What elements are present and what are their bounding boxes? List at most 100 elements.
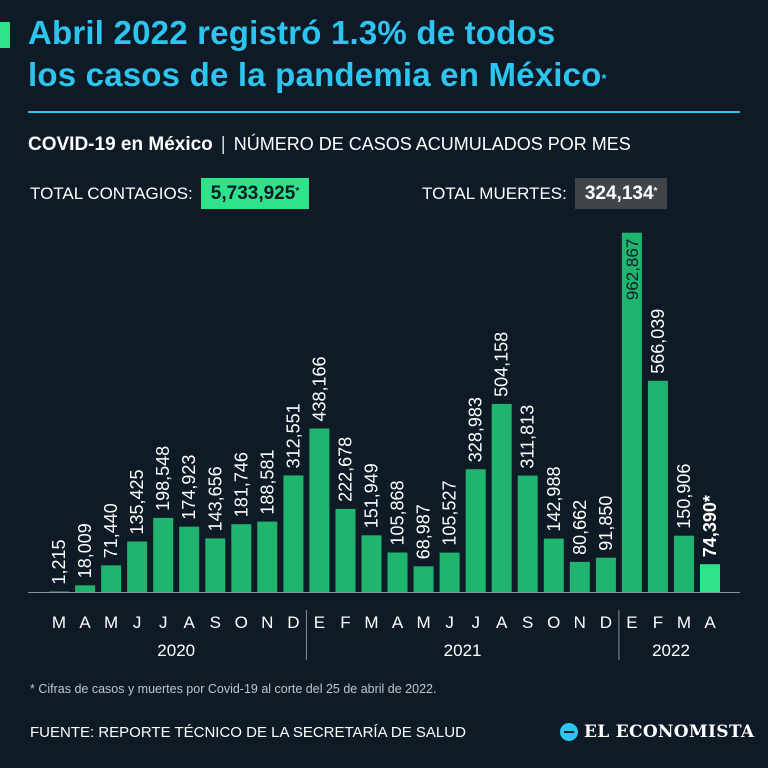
- bar-label-7: 181,746: [231, 452, 251, 517]
- bar-23: [647, 380, 668, 592]
- year-label-2022: 2022: [652, 641, 690, 660]
- bar-17: [491, 403, 512, 592]
- bar-11: [335, 508, 356, 592]
- month-tick-4: J: [159, 613, 168, 632]
- month-tick-2: M: [104, 613, 118, 632]
- total-muertes-badge: 324,134*: [574, 178, 668, 209]
- month-tick-19: O: [547, 613, 560, 632]
- month-tick-3: J: [133, 613, 142, 632]
- month-tick-20: N: [574, 613, 586, 632]
- bar-label-25: 74,390*: [700, 495, 720, 557]
- month-tick-6: S: [210, 613, 221, 632]
- month-tick-0: M: [52, 613, 66, 632]
- month-tick-16: J: [471, 613, 480, 632]
- month-tick-9: D: [287, 613, 299, 632]
- bar-24: [674, 535, 694, 592]
- year-label-2021: 2021: [444, 641, 482, 660]
- bar-5: [179, 526, 200, 592]
- bar-25: [700, 564, 720, 592]
- month-tick-22: E: [626, 613, 637, 632]
- total-contagios-badge: 5,733,925*: [200, 178, 310, 209]
- month-tick-11: F: [340, 613, 350, 632]
- bar-label-0: 1,215: [49, 539, 69, 584]
- bar-21: [595, 557, 616, 592]
- bar-18: [517, 475, 538, 592]
- headline-line-2: los casos de la pandemia en México*: [28, 54, 607, 96]
- bar-label-9: 312,551: [283, 403, 303, 468]
- bar-label-11: 222,678: [336, 437, 356, 502]
- accent-bar: [0, 22, 10, 48]
- total-contagios-asterisk: *: [295, 186, 300, 197]
- month-tick-17: A: [496, 613, 508, 632]
- chart-subtitle: COVID-19 en México | NÚMERO DE CASOS ACUMU…: [28, 134, 631, 156]
- year-label-2020: 2020: [157, 641, 195, 660]
- bar-label-6: 143,656: [205, 466, 225, 531]
- month-tick-14: M: [417, 613, 431, 632]
- bar-6: [205, 538, 226, 592]
- bar-label-24: 150,906: [674, 464, 694, 529]
- month-tick-25: A: [704, 613, 716, 632]
- bar-19: [543, 538, 564, 592]
- month-tick-18: S: [522, 613, 533, 632]
- month-tick-1: A: [79, 613, 91, 632]
- brand-logo: EL ECONOMISTA: [560, 722, 754, 742]
- footnote: * Cifras de casos y muertes por Covid-19…: [30, 682, 437, 696]
- bar-9: [283, 475, 304, 592]
- month-tick-8: N: [261, 613, 273, 632]
- bar-10: [309, 428, 330, 592]
- month-tick-15: J: [445, 613, 454, 632]
- brand-logo-icon: [560, 723, 578, 741]
- bar-label-21: 91,850: [596, 496, 616, 551]
- bar-label-19: 142,988: [544, 467, 564, 532]
- headline-line-1: Abril 2022 registró 1.3% de todos: [28, 14, 556, 51]
- bar-label-3: 135,425: [127, 469, 147, 534]
- bar-0: [49, 591, 69, 593]
- bar-4: [153, 517, 174, 592]
- bar-14: [413, 566, 434, 592]
- bar-label-13: 105,868: [388, 480, 408, 545]
- bar-3: [127, 541, 148, 592]
- bar-label-23: 566,039: [648, 309, 668, 374]
- month-tick-5: A: [184, 613, 196, 632]
- bar-label-17: 504,158: [492, 332, 512, 397]
- headline-asterisk: *: [601, 71, 607, 86]
- subtitle-strong: COVID-19 en México: [28, 134, 213, 155]
- month-tick-24: M: [677, 613, 691, 632]
- brand-logo-text: EL ECONOMISTA: [584, 722, 755, 742]
- bar-label-14: 68,987: [414, 504, 434, 559]
- bar-label-2: 71,440: [101, 503, 121, 558]
- month-tick-13: A: [392, 613, 404, 632]
- headline-line-2-text: los casos de la pandemia en México: [28, 56, 602, 93]
- total-contagios-label: TOTAL CONTAGIOS:: [30, 183, 193, 203]
- month-tick-10: E: [314, 613, 325, 632]
- bar-13: [387, 552, 408, 592]
- bar-1: [75, 585, 96, 592]
- subtitle-separator: |: [220, 134, 226, 155]
- headline: Abril 2022 registró 1.3% de todos los ca…: [28, 12, 607, 96]
- month-tick-23: F: [653, 613, 663, 632]
- bar-label-1: 18,009: [75, 523, 95, 578]
- total-muertes-value: 324,134: [584, 183, 654, 204]
- subtitle-description: NÚMERO DE CASOS ACUMULADOS POR MES: [233, 134, 631, 154]
- bar-label-12: 151,949: [362, 463, 382, 528]
- total-muertes-asterisk: *: [653, 186, 658, 197]
- bar-22: [621, 232, 642, 592]
- month-tick-12: M: [364, 613, 378, 632]
- month-tick-21: D: [600, 613, 612, 632]
- bar-label-5: 174,923: [179, 455, 199, 520]
- bar-15: [439, 552, 460, 592]
- total-muertes-label: TOTAL MUERTES:: [422, 183, 567, 203]
- bar-label-20: 80,662: [570, 500, 590, 555]
- bar-12: [361, 535, 382, 592]
- bar-2: [101, 565, 122, 592]
- total-contagios: TOTAL CONTAGIOS: 5,733,925*: [30, 178, 310, 209]
- month-tick-7: O: [235, 613, 248, 632]
- bar-20: [569, 561, 590, 592]
- headline-divider: [28, 111, 740, 113]
- total-contagios-value: 5,733,925: [210, 183, 296, 204]
- bar-16: [465, 469, 486, 592]
- bar-label-10: 438,166: [309, 356, 329, 421]
- bar-label-16: 328,983: [466, 397, 486, 462]
- bar-label-8: 188,581: [257, 450, 277, 515]
